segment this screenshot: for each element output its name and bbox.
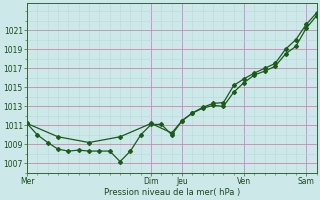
X-axis label: Pression niveau de la mer( hPa ): Pression niveau de la mer( hPa ) [104,188,240,197]
